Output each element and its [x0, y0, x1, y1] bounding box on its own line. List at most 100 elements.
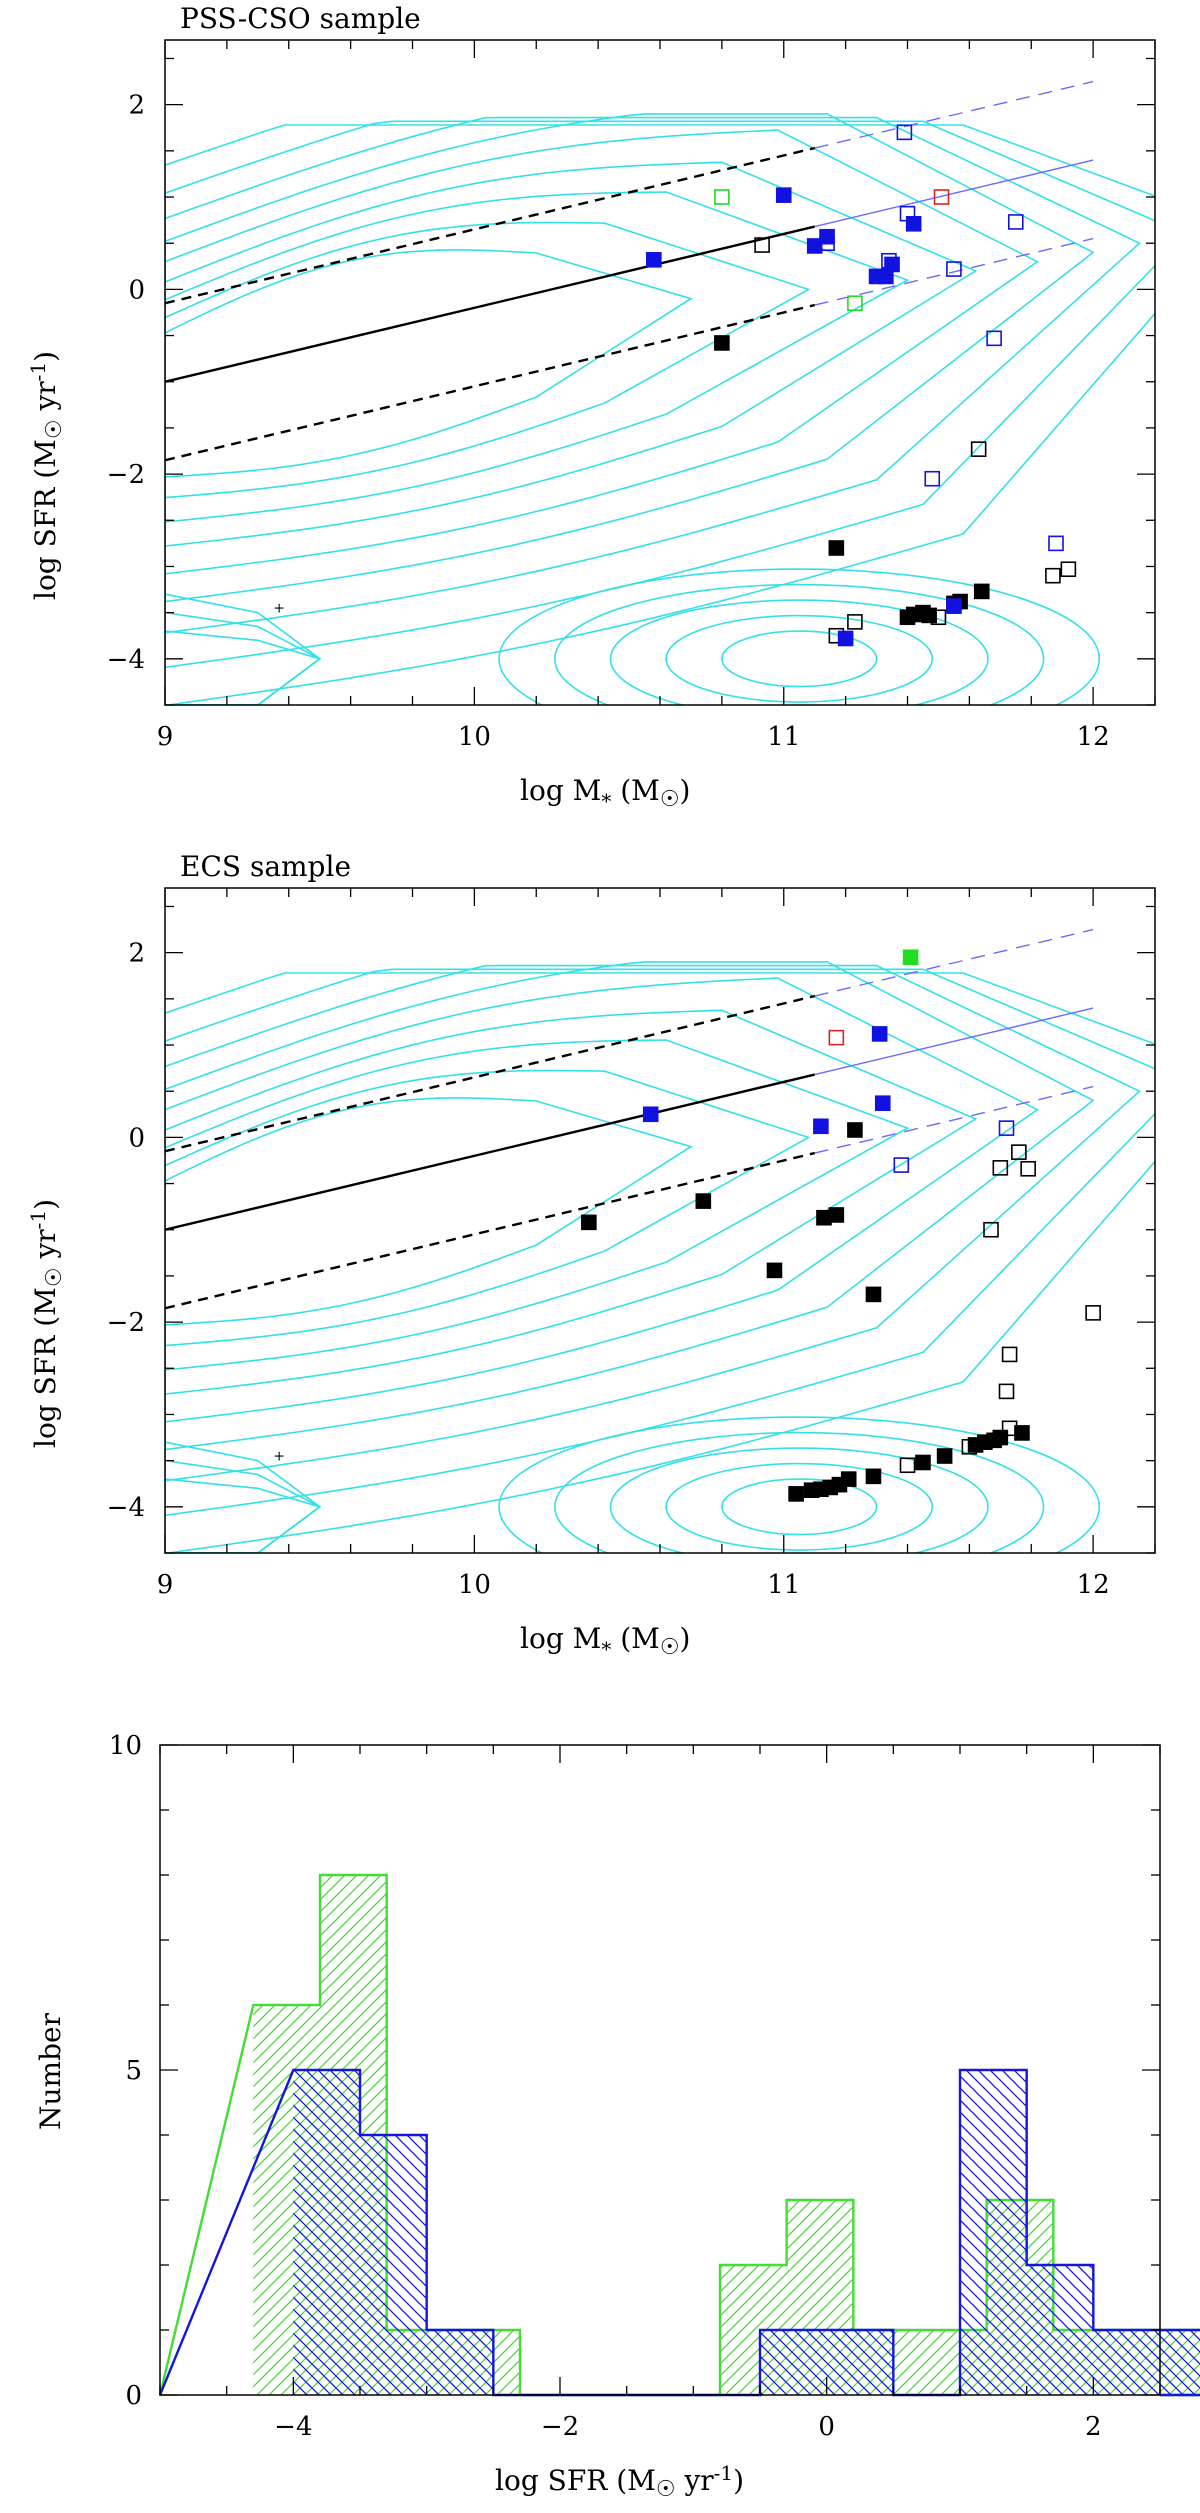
point-black-filled	[936, 1448, 953, 1464]
contour-level	[165, 1097, 693, 1326]
point-blue-open	[899, 205, 916, 222]
contour-passive	[609, 1447, 989, 1553]
ssfr-contours: +	[165, 961, 1155, 1553]
main-sequence-scatter-extrapolation	[814, 237, 1094, 306]
contour-level	[165, 221, 811, 499]
point-blue-filled	[646, 252, 662, 268]
sun-symbol: ☉	[660, 1635, 680, 1660]
point-black-open	[899, 1457, 916, 1474]
axis-ticks: 9 10 11 12 −4 −2 0 2	[107, 888, 1156, 1600]
main-sequence-extrapolation	[814, 1007, 1094, 1076]
contour-annotation: +	[273, 601, 285, 617]
point-blue-filled	[884, 256, 900, 273]
point-black-open	[998, 1383, 1015, 1400]
main-sequence-scatter-line	[165, 1151, 815, 1310]
point-blue-open	[986, 330, 1002, 347]
contour-passive	[721, 630, 878, 688]
point-black-open	[992, 1160, 1009, 1176]
point-black-filled	[581, 1214, 597, 1231]
x-tick-label: 0	[818, 2412, 835, 2442]
contour-tail	[165, 630, 322, 705]
contour-tail	[165, 611, 322, 705]
contour-tail	[165, 1459, 322, 1553]
main-sequence-line	[165, 1073, 815, 1231]
panel-ecs: ECS sample + 9 10 11 12 −4 −2 0 2 log M* (M☉) l…	[26, 850, 1156, 1661]
contour-passive	[609, 599, 989, 705]
contour-level	[165, 1009, 978, 1395]
x-tick-label: 10	[458, 722, 491, 752]
y-tick-label: 10	[109, 1731, 142, 1761]
y-tick-label: 0	[128, 275, 145, 305]
point-black-filled	[899, 609, 916, 626]
main-sequence-scatter-extrapolation	[814, 1085, 1094, 1154]
y-axis-label: log SFR (M☉ yr-1)	[26, 351, 67, 600]
point-red-open	[828, 1029, 845, 1046]
histogram-bar-ecs	[1026, 2265, 1094, 2395]
point-blue-filled	[775, 187, 792, 203]
point-blue-filled	[837, 630, 854, 647]
contour-level	[165, 113, 1095, 603]
contour-level	[165, 120, 1155, 669]
sun-symbol: ☉	[42, 1267, 67, 1287]
contour-level	[165, 1069, 811, 1347]
axis-ticks: 9 10 11 12 −4 −2 0 2	[107, 40, 1156, 752]
point-black-filled	[695, 1193, 712, 1209]
point-black-open	[1045, 567, 1061, 584]
x-axis-label: log M* (M☉)	[520, 774, 690, 813]
main-sequence-scatter-extrapolation	[814, 928, 1094, 997]
point-black-open	[983, 1221, 999, 1238]
main-sequence-scatter-extrapolation	[814, 80, 1094, 149]
point-blue-open	[998, 1120, 1015, 1136]
point-black-filled	[788, 1486, 804, 1502]
point-black-open	[961, 1438, 978, 1455]
x-axis-label: log M* (M☉)	[520, 1622, 690, 1661]
point-black-open	[1085, 1305, 1101, 1321]
x-tick-label: 10	[458, 1570, 491, 1600]
main-sequence-extrapolation	[814, 159, 1094, 228]
point-red-open	[933, 189, 950, 205]
sun-symbol: ☉	[656, 2477, 676, 2502]
x-tick-label: 9	[157, 1570, 174, 1600]
main-sequence-scatter-line	[165, 146, 815, 305]
point-blue-open	[893, 1157, 910, 1173]
point-green-open	[847, 295, 863, 312]
axis-ticks: −4 −2 0 2 0 5 10	[109, 1731, 1161, 2442]
point-blue-open	[819, 235, 835, 251]
point-blue-filled	[905, 215, 922, 232]
contour-level	[165, 129, 1039, 575]
ssfr-contours: +	[165, 113, 1155, 705]
panel-histogram: −4 −2 0 2 0 5 10 log SFR (M☉ yr-1) Number	[34, 1731, 1200, 2502]
point-black-open	[1011, 1144, 1027, 1160]
histogram-bar-ecs	[360, 2135, 427, 2395]
contour-tail	[165, 1441, 322, 1553]
panel-title: ECS sample	[180, 850, 351, 883]
point-blue-open	[946, 261, 962, 277]
y-tick-label: −4	[107, 645, 145, 675]
point-black-open	[1001, 1346, 1018, 1363]
y-tick-label: 2	[128, 939, 145, 969]
histogram-bar-ecs	[1160, 2330, 1200, 2395]
point-blue-open	[1048, 535, 1064, 552]
point-green-filled	[902, 949, 919, 966]
contour-level	[165, 124, 1155, 705]
main-sequence-lines	[165, 928, 1094, 1310]
point-blue-filled	[642, 1106, 659, 1123]
x-tick-label: 9	[157, 722, 174, 752]
main-sequence-line	[165, 225, 815, 383]
point-blue-filled	[806, 238, 823, 254]
histogram-bar-ecs	[1093, 2330, 1160, 2395]
contour-level	[165, 191, 910, 523]
galaxy-points	[646, 124, 1077, 647]
x-tick-label: 11	[767, 1570, 800, 1600]
x-tick-label: 12	[1077, 1570, 1110, 1600]
point-black-filled	[847, 1122, 863, 1138]
point-black-open	[970, 441, 987, 457]
y-axis-label: log SFR (M☉ yr-1)	[26, 1199, 67, 1448]
x-axis-label: log SFR (M☉ yr-1)	[495, 2461, 744, 2502]
point-black-filled	[865, 1468, 882, 1485]
main-sequence-scatter-line	[165, 994, 815, 1153]
contour-annotation: +	[273, 1449, 285, 1465]
point-black-filled	[921, 607, 937, 624]
histogram-bar-ecs	[826, 2330, 894, 2395]
